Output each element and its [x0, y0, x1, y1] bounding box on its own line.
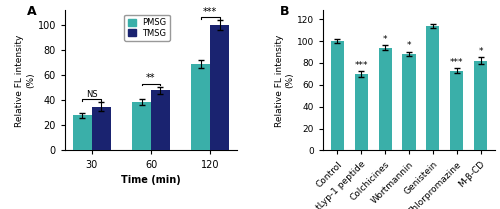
- Bar: [92, 107, 110, 150]
- Bar: [73, 115, 92, 150]
- Text: *: *: [478, 47, 483, 56]
- Text: ***: ***: [354, 61, 368, 70]
- X-axis label: Time (min): Time (min): [121, 175, 181, 185]
- Text: *: *: [383, 35, 388, 44]
- Text: ***: ***: [450, 58, 464, 67]
- Text: B: B: [280, 5, 289, 18]
- Bar: [474, 61, 487, 150]
- Bar: [378, 48, 392, 150]
- Bar: [426, 26, 440, 150]
- Bar: [354, 74, 368, 150]
- Bar: [192, 64, 210, 150]
- Bar: [450, 71, 464, 150]
- Bar: [132, 102, 151, 150]
- Bar: [151, 90, 170, 150]
- Text: NS: NS: [86, 90, 98, 99]
- Bar: [331, 41, 344, 150]
- Text: ***: ***: [203, 7, 218, 17]
- Text: *: *: [407, 41, 411, 50]
- Bar: [210, 25, 229, 150]
- Text: **: **: [146, 73, 156, 83]
- Y-axis label: Relative FL intensity
(%): Relative FL intensity (%): [16, 34, 35, 127]
- Text: A: A: [27, 5, 37, 18]
- Y-axis label: Relative FL intensity
(%): Relative FL intensity (%): [274, 34, 294, 127]
- Bar: [402, 54, 415, 150]
- Legend: PMSG, TMSG: PMSG, TMSG: [124, 15, 170, 41]
